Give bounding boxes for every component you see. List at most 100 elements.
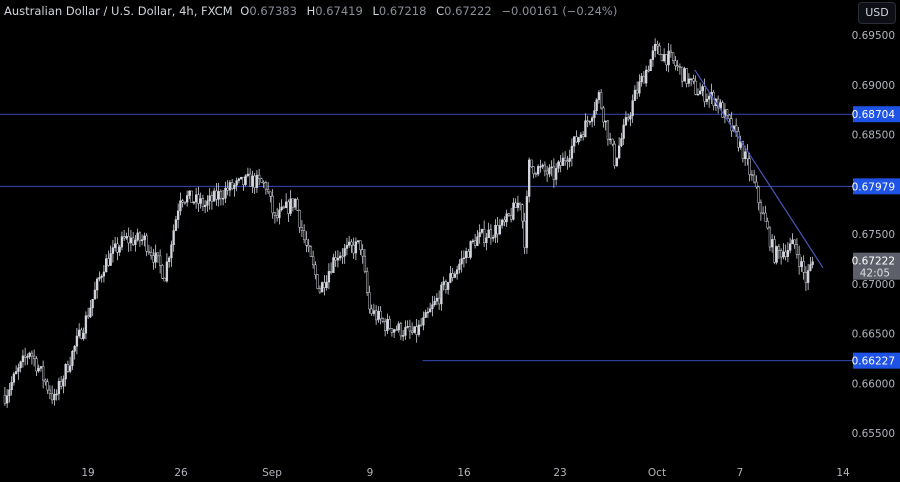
candle-body bbox=[514, 202, 517, 208]
candle-body bbox=[154, 252, 157, 263]
candle-body bbox=[498, 225, 502, 235]
candle-body bbox=[42, 366, 45, 381]
candle-body bbox=[503, 219, 506, 223]
candle-body bbox=[375, 310, 378, 321]
candle-body bbox=[177, 210, 180, 220]
candle-body bbox=[352, 244, 355, 254]
candle-body bbox=[129, 237, 133, 244]
candle-body bbox=[312, 256, 315, 266]
candle-body bbox=[575, 136, 578, 143]
candle-body bbox=[591, 117, 594, 122]
candle-body bbox=[759, 202, 763, 214]
candle-body bbox=[215, 190, 218, 200]
candle-body bbox=[442, 281, 445, 286]
candle-body bbox=[402, 335, 405, 337]
candle-body bbox=[372, 310, 376, 314]
x-tick-label: Oct bbox=[648, 467, 666, 479]
candle-body bbox=[208, 195, 211, 202]
candle-body bbox=[219, 191, 223, 199]
candle-body bbox=[201, 198, 205, 207]
candle-body bbox=[260, 178, 263, 183]
candle-body bbox=[552, 166, 556, 180]
candle-body bbox=[217, 191, 220, 200]
candle-body bbox=[273, 212, 277, 216]
symbol-title: Australian Dollar / U.S. Dollar, 4h, FXC… bbox=[4, 4, 233, 18]
candle-body bbox=[602, 107, 605, 123]
x-tick-label: 26 bbox=[174, 467, 188, 479]
candle-body bbox=[600, 92, 603, 109]
candle-body bbox=[64, 364, 67, 380]
candle-body bbox=[321, 282, 324, 293]
candle-body bbox=[771, 239, 774, 248]
candle-body bbox=[80, 329, 83, 339]
candle-body bbox=[440, 284, 443, 305]
candle-body bbox=[19, 361, 22, 369]
candle-body bbox=[69, 365, 72, 372]
candle-body bbox=[642, 75, 646, 84]
chart-legend: Australian Dollar / U.S. Dollar, 4h, FXC… bbox=[4, 4, 623, 18]
candle-body bbox=[388, 319, 391, 329]
candle-body bbox=[192, 201, 196, 204]
level-label: 0.68704 bbox=[852, 109, 896, 121]
candle-body bbox=[262, 182, 265, 184]
candle-body bbox=[674, 60, 677, 66]
candle-body bbox=[606, 120, 610, 140]
low-label: L bbox=[372, 4, 379, 18]
candle-body bbox=[314, 264, 317, 276]
candle-body bbox=[534, 173, 538, 175]
candle-body bbox=[285, 201, 288, 208]
currency-button[interactable]: USD bbox=[858, 2, 896, 24]
candle-body bbox=[172, 230, 175, 246]
candle-body bbox=[271, 195, 274, 214]
candle-body bbox=[35, 358, 38, 372]
candle-body bbox=[231, 182, 234, 189]
candle-body bbox=[521, 204, 524, 222]
candle-body bbox=[413, 326, 416, 333]
candle-body bbox=[726, 109, 729, 116]
y-tick-label: 0.69000 bbox=[852, 80, 895, 92]
candle-body bbox=[84, 315, 88, 334]
candle-body bbox=[37, 368, 40, 372]
candle-body bbox=[210, 195, 214, 202]
current-price-label-bg bbox=[853, 252, 900, 280]
candle-body bbox=[681, 66, 684, 82]
candle-body bbox=[397, 323, 400, 331]
candle-body bbox=[57, 380, 61, 395]
candle-body bbox=[30, 352, 34, 357]
candle-body bbox=[546, 170, 549, 175]
candle-body bbox=[593, 110, 596, 119]
candle-body bbox=[408, 326, 412, 332]
candle-body bbox=[82, 332, 85, 339]
candle-body bbox=[501, 219, 504, 226]
candle-body bbox=[530, 159, 533, 168]
candle-body bbox=[631, 100, 634, 116]
candle-body bbox=[550, 166, 553, 169]
candle-body bbox=[766, 220, 769, 229]
candle-body bbox=[190, 190, 193, 203]
candle-body bbox=[51, 393, 54, 401]
candle-body bbox=[579, 134, 583, 138]
candle-body bbox=[777, 246, 781, 251]
x-tick-label: Sep bbox=[262, 467, 282, 479]
candle-body bbox=[377, 310, 380, 321]
candle-body bbox=[764, 212, 767, 222]
candle-body bbox=[678, 66, 682, 68]
candle-body bbox=[163, 278, 166, 282]
y-tick-label: 0.68500 bbox=[852, 130, 895, 142]
candle-body bbox=[309, 246, 313, 257]
candle-body bbox=[804, 271, 808, 283]
candle-body bbox=[354, 241, 358, 254]
candle-body bbox=[282, 206, 286, 209]
candle-body bbox=[656, 43, 659, 47]
candle-body bbox=[636, 89, 639, 94]
candle-body bbox=[93, 289, 97, 300]
candle-body bbox=[762, 212, 765, 215]
open-value: 0.67383 bbox=[249, 4, 297, 18]
candle-body bbox=[474, 240, 477, 246]
candle-body bbox=[132, 237, 135, 246]
candle-body bbox=[138, 232, 142, 242]
candle-body bbox=[807, 270, 810, 283]
candle-body bbox=[633, 89, 637, 101]
candle-body bbox=[75, 335, 79, 347]
